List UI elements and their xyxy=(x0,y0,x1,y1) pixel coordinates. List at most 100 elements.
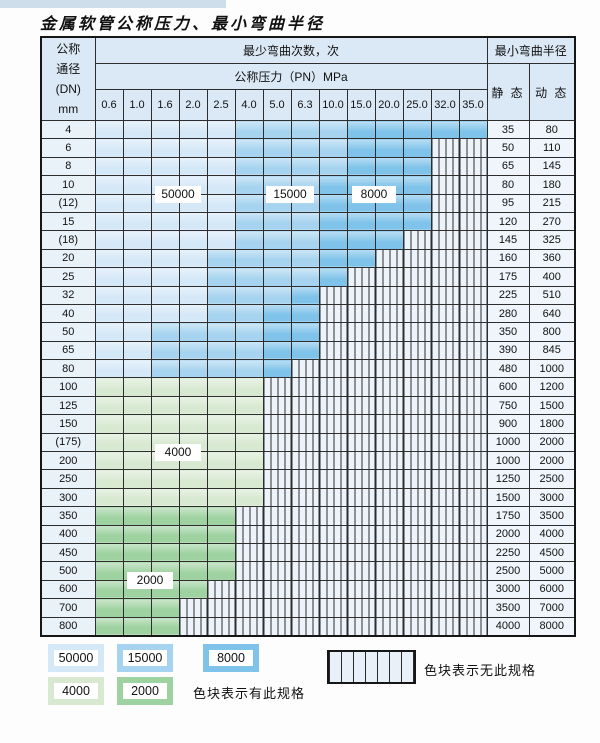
spec-zone-cell xyxy=(122,616,152,637)
spec-zone-cell xyxy=(122,340,152,361)
no-spec-cell xyxy=(430,469,460,489)
table-row: 800 4000 8000 xyxy=(40,616,576,637)
dynamic-radius-cell: 5000 xyxy=(528,561,576,581)
dynamic-radius-cell: 180 xyxy=(528,175,576,195)
spec-zone-cell xyxy=(234,322,264,342)
dn-cell: 8 xyxy=(40,156,96,177)
no-spec-cell xyxy=(318,451,348,471)
no-spec-cell xyxy=(290,377,320,397)
spec-zone-cell xyxy=(94,542,124,563)
no-spec-cell xyxy=(262,377,292,397)
dn-cell: (18) xyxy=(40,230,96,250)
spec-zone-cell xyxy=(122,303,152,324)
spec-zone-cell xyxy=(234,267,264,287)
no-spec-cell xyxy=(318,579,348,600)
no-spec-cell xyxy=(178,616,208,637)
dn-cell: 450 xyxy=(40,542,96,563)
table-row: 4 35 80 xyxy=(40,119,576,140)
pressure-value-cell: 5.0 xyxy=(262,89,292,121)
spec-zone-cell xyxy=(94,359,124,379)
no-spec-cell xyxy=(290,487,320,508)
spec-zone-cell xyxy=(206,395,236,416)
no-spec-cell xyxy=(458,542,488,563)
static-radius-cell: 2250 xyxy=(486,542,530,563)
static-radius-cell: 900 xyxy=(486,414,530,434)
spec-zone-cell xyxy=(150,322,180,342)
no-spec-cell xyxy=(402,395,432,416)
no-spec-cell xyxy=(458,285,488,305)
spec-zone-cell xyxy=(178,248,208,269)
spec-zone-cell xyxy=(318,175,348,195)
zone-label-15000: 15000 xyxy=(266,186,314,203)
spec-zone-cell xyxy=(318,119,348,140)
table-row: 100 600 1200 xyxy=(40,377,576,397)
no-spec-cell xyxy=(374,432,404,453)
static-radius-cell: 160 xyxy=(486,248,530,269)
table-row: 25 175 400 xyxy=(40,267,576,287)
spec-zone-cell xyxy=(94,561,124,581)
spec-zone-cell xyxy=(262,211,292,232)
no-spec-cell xyxy=(430,377,460,397)
no-spec-cell xyxy=(318,322,348,342)
spec-zone-cell xyxy=(150,138,180,158)
static-radius-cell: 390 xyxy=(486,340,530,361)
table-row: 300 1500 3000 xyxy=(40,487,576,508)
no-spec-cell xyxy=(318,285,348,305)
static-radius-cell: 120 xyxy=(486,211,530,232)
no-spec-cell xyxy=(318,506,348,526)
table-row: (175) 1000 2000 xyxy=(40,432,576,453)
spec-zone-cell xyxy=(290,119,320,140)
dn-cell: 200 xyxy=(40,451,96,471)
no-spec-cell xyxy=(206,616,236,637)
no-spec-cell xyxy=(374,303,404,324)
zone-label-8000: 8000 xyxy=(352,186,396,203)
no-spec-cell xyxy=(430,193,460,213)
no-spec-cell xyxy=(346,561,376,581)
table-row: 10 80 180 xyxy=(40,175,576,195)
spec-zone-cell xyxy=(346,230,376,250)
no-spec-cell xyxy=(402,579,432,600)
static-radius-cell: 95 xyxy=(486,193,530,213)
spec-zone-cell xyxy=(178,561,208,581)
dynamic-radius-cell: 8000 xyxy=(528,616,576,637)
spec-zone-cell xyxy=(318,211,348,232)
table-row: 6 50 110 xyxy=(40,138,576,158)
no-spec-cell xyxy=(346,359,376,379)
spec-table-container: 公称 通径 (DN) mm 最少弯曲次数，次 最小弯曲半径 公称压力（PN）MP… xyxy=(40,36,576,637)
spec-zone-cell xyxy=(374,211,404,232)
no-spec-cell xyxy=(290,616,320,637)
no-spec-cell xyxy=(458,561,488,581)
no-spec-cell xyxy=(346,340,376,361)
spec-zone-cell xyxy=(94,303,124,324)
dn-cell: 500 xyxy=(40,561,96,581)
spec-zone-cell xyxy=(94,579,124,600)
legend-swatch-2000: 2000 xyxy=(117,677,173,705)
no-spec-cell xyxy=(262,561,292,581)
spec-zone-cell xyxy=(94,322,124,342)
spec-zone-cell xyxy=(206,156,236,177)
spec-zone-cell xyxy=(94,414,124,434)
spec-zone-cell xyxy=(150,230,180,250)
table-row: 150 900 1800 xyxy=(40,414,576,434)
no-spec-cell xyxy=(458,598,488,618)
no-spec-cell xyxy=(290,598,320,618)
dn-cell: 4 xyxy=(40,119,96,140)
pressure-value-cell: 1.6 xyxy=(150,89,180,121)
no-spec-cell xyxy=(346,267,376,287)
spec-zone-cell xyxy=(374,156,404,177)
no-spec-cell xyxy=(458,414,488,434)
dn-header-line: mm xyxy=(58,102,79,116)
zone-label-2000: 2000 xyxy=(127,572,173,589)
spec-zone-cell xyxy=(94,616,124,637)
spec-zone-cell xyxy=(178,267,208,287)
spec-zone-cell xyxy=(374,138,404,158)
pressure-value-cell: 2.5 xyxy=(206,89,236,121)
no-spec-cell xyxy=(346,322,376,342)
spec-zone-cell xyxy=(94,119,124,140)
no-spec-cell xyxy=(430,542,460,563)
table-row: 700 3500 7000 xyxy=(40,598,576,618)
spec-zone-cell xyxy=(234,193,264,213)
table-row: 500 2500 5000 xyxy=(40,561,576,581)
dynamic-radius-cell: 400 xyxy=(528,267,576,287)
no-spec-cell xyxy=(234,598,264,618)
